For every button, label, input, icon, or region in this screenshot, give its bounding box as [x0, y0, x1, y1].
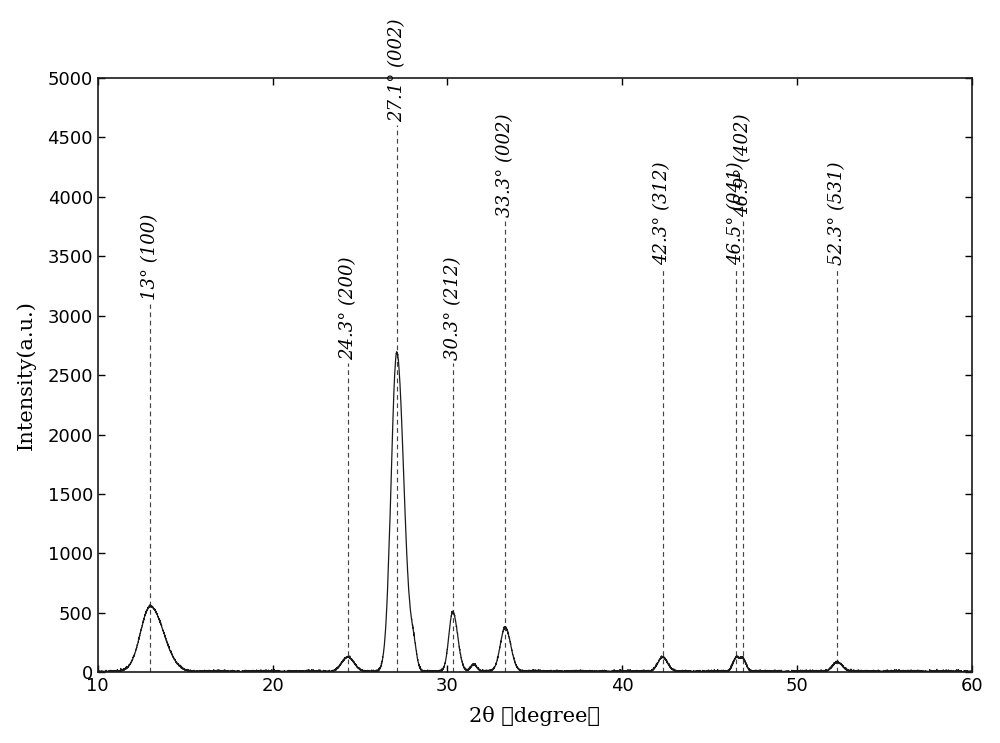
Text: 30.3° (212): 30.3° (212) [444, 256, 462, 360]
X-axis label: 2θ （degree）: 2θ （degree） [469, 707, 600, 727]
Text: 46.5° (041): 46.5° (041) [727, 161, 745, 265]
Y-axis label: Intensity(a.u.): Intensity(a.u.) [17, 300, 36, 450]
Text: 42.3° (312): 42.3° (312) [654, 161, 672, 265]
Text: 52.3° (531): 52.3° (531) [828, 161, 846, 265]
Text: 24.3° (200): 24.3° (200) [339, 256, 357, 360]
Text: 33.3° (002): 33.3° (002) [496, 114, 514, 217]
Text: 27.1° (002): 27.1° (002) [388, 19, 406, 122]
Text: 13° (100): 13° (100) [141, 214, 159, 300]
Text: 46.9° (402): 46.9° (402) [734, 114, 752, 217]
